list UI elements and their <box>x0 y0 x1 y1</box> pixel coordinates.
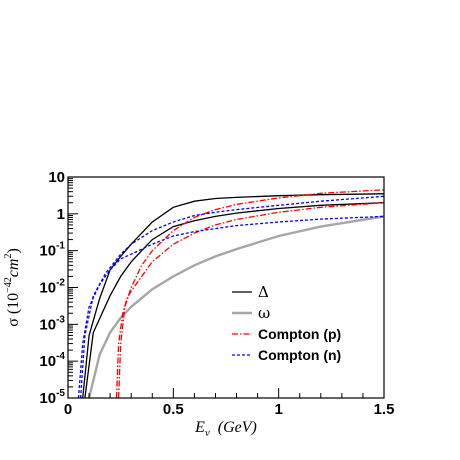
legend: Δω Compton (p) Compton (n) <box>232 283 341 363</box>
x-tick-label: 0 <box>64 401 72 418</box>
y-axis-title-unit-exp: 2 <box>3 254 14 259</box>
series-line-3-1 <box>79 195 384 398</box>
series-layer <box>77 189 384 398</box>
series-line-0-1 <box>84 202 384 398</box>
x-axis-title: Eν (GeV) <box>194 419 257 439</box>
series-line-2-1 <box>117 189 384 398</box>
y-tick-label: 10-1 <box>39 241 65 260</box>
x-tick-label: 1.5 <box>374 401 395 418</box>
y-axis-title-exp: −42 <box>3 277 14 293</box>
x-tick-label: 1 <box>274 401 282 418</box>
y-tick-label: 10-2 <box>39 278 65 297</box>
series-line-2-0 <box>115 202 384 398</box>
series-line-3-0 <box>77 215 384 398</box>
tick-labels: 0 0.5 1 1.5 10 1 10-1 10-2 10-3 10-4 10-5 <box>39 169 394 418</box>
y-tick-label: 10 <box>48 169 65 186</box>
legend-label: Δ <box>258 283 269 301</box>
y-axis-title-close: ) <box>5 248 22 253</box>
series-line-1-0 <box>87 215 384 398</box>
legend-label: Compton (n) <box>258 347 341 363</box>
y-axis-title: σ (10−42cm2) <box>3 248 22 327</box>
x-axis-title-sub: ν <box>205 427 210 439</box>
x-axis-title-main: E <box>194 419 205 436</box>
legend-label: Compton (p) <box>258 326 341 342</box>
series-line-0-0 <box>82 193 384 398</box>
legend-label: ω <box>258 304 270 322</box>
y-tick-label: 10-5 <box>39 388 65 407</box>
y-tick-label: 10-4 <box>39 351 65 370</box>
plot-frame <box>67 176 385 399</box>
y-tick-label: 1 <box>57 206 65 223</box>
x-tick-label: 0.5 <box>163 401 184 418</box>
y-tick-label: 10-3 <box>39 314 65 333</box>
y-axis-title-unit: cm <box>5 259 22 278</box>
ticks-layer <box>67 176 385 399</box>
x-axis-title-unit: (GeV) <box>218 419 257 436</box>
y-axis-title-main: σ (10 <box>5 293 22 327</box>
